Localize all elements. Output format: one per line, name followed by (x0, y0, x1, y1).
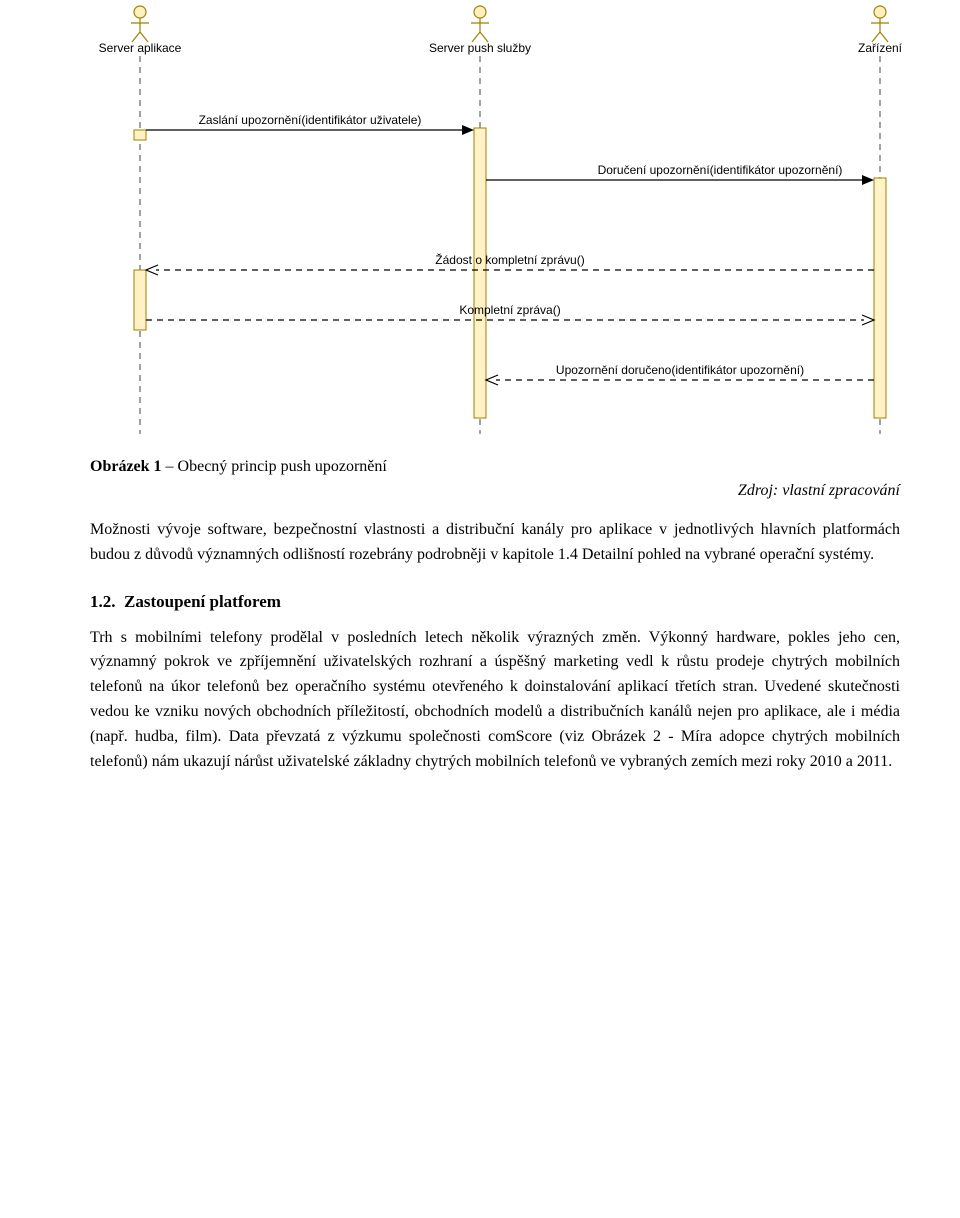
message-label: Zaslání upozornění(identifikátor uživate… (199, 113, 422, 127)
sequence-diagram: Server aplikace Server push služby Zařízen… (0, 0, 960, 440)
actor-label: Zařízení (858, 41, 903, 55)
figure-source: Zdroj: vlastní zpracování (0, 482, 900, 500)
message-label: Upozornění doručeno(identifikátor upozor… (556, 363, 804, 377)
activation-bar (134, 270, 146, 330)
actor-label: Server aplikace (99, 41, 182, 55)
figure-caption: Obrázek 1 – Obecný princip push upozorně… (90, 458, 900, 476)
paragraph-1: Možnosti vývoje software, bezpečnostní v… (90, 518, 900, 568)
actor-head-icon (134, 6, 146, 18)
message-label: Kompletní zpráva() (459, 303, 560, 317)
section-heading: 1.2. Zastoupení platforem (90, 592, 900, 612)
message-label: Doručení upozornění(identifikátor upozor… (598, 163, 843, 177)
heading-text: Zastoupení platforem (124, 592, 281, 611)
arrowhead-icon (862, 175, 874, 185)
activation-bar (474, 128, 486, 418)
message-label: Žádost o kompletní zprávu() (435, 252, 584, 267)
paragraph-2: Trh s mobilními telefony prodělal v posl… (90, 626, 900, 775)
activation-bar (874, 178, 886, 418)
figure-caption-text: – Obecný princip push upozornění (162, 458, 387, 475)
actor-head-icon (874, 6, 886, 18)
actor-label: Server push služby (429, 41, 531, 55)
heading-number: 1.2. (90, 592, 116, 611)
arrowhead-icon (462, 125, 474, 135)
figure-label: Obrázek 1 (90, 458, 162, 475)
actor-head-icon (474, 6, 486, 18)
activation-bar (134, 130, 146, 140)
